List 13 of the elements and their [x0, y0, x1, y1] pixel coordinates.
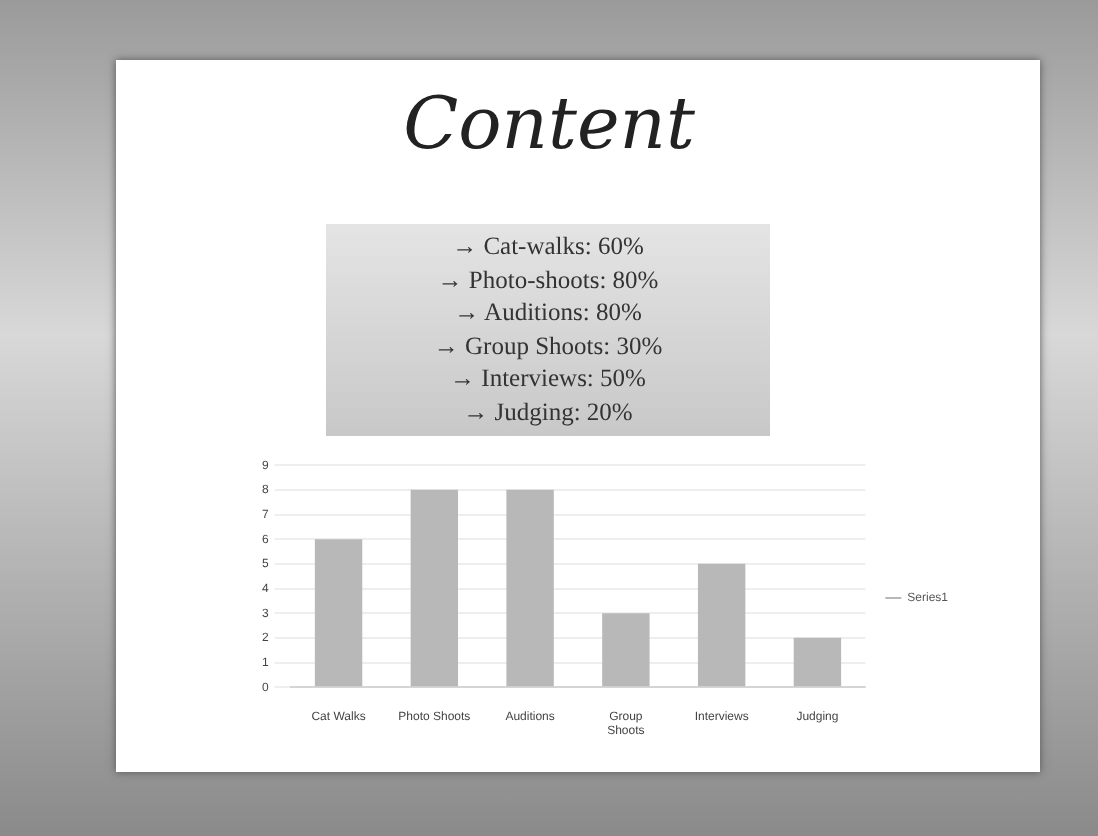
text: → Auditions: 80% — [452, 296, 644, 329]
bar — [602, 613, 650, 687]
text: → Cat-walks: 60% — [450, 230, 646, 263]
chart-title: Content — [401, 84, 697, 166]
text: → Photo-shoots: 80% — [435, 263, 661, 296]
bar — [506, 489, 554, 687]
bar — [793, 637, 842, 687]
bar — [697, 563, 746, 687]
text: → Group Shoots: 30% — [431, 329, 665, 362]
text: → Interviews: 50% — [448, 362, 648, 395]
text: → Judging: 20% — [461, 395, 635, 428]
bar — [410, 489, 459, 687]
bar — [314, 539, 363, 687]
